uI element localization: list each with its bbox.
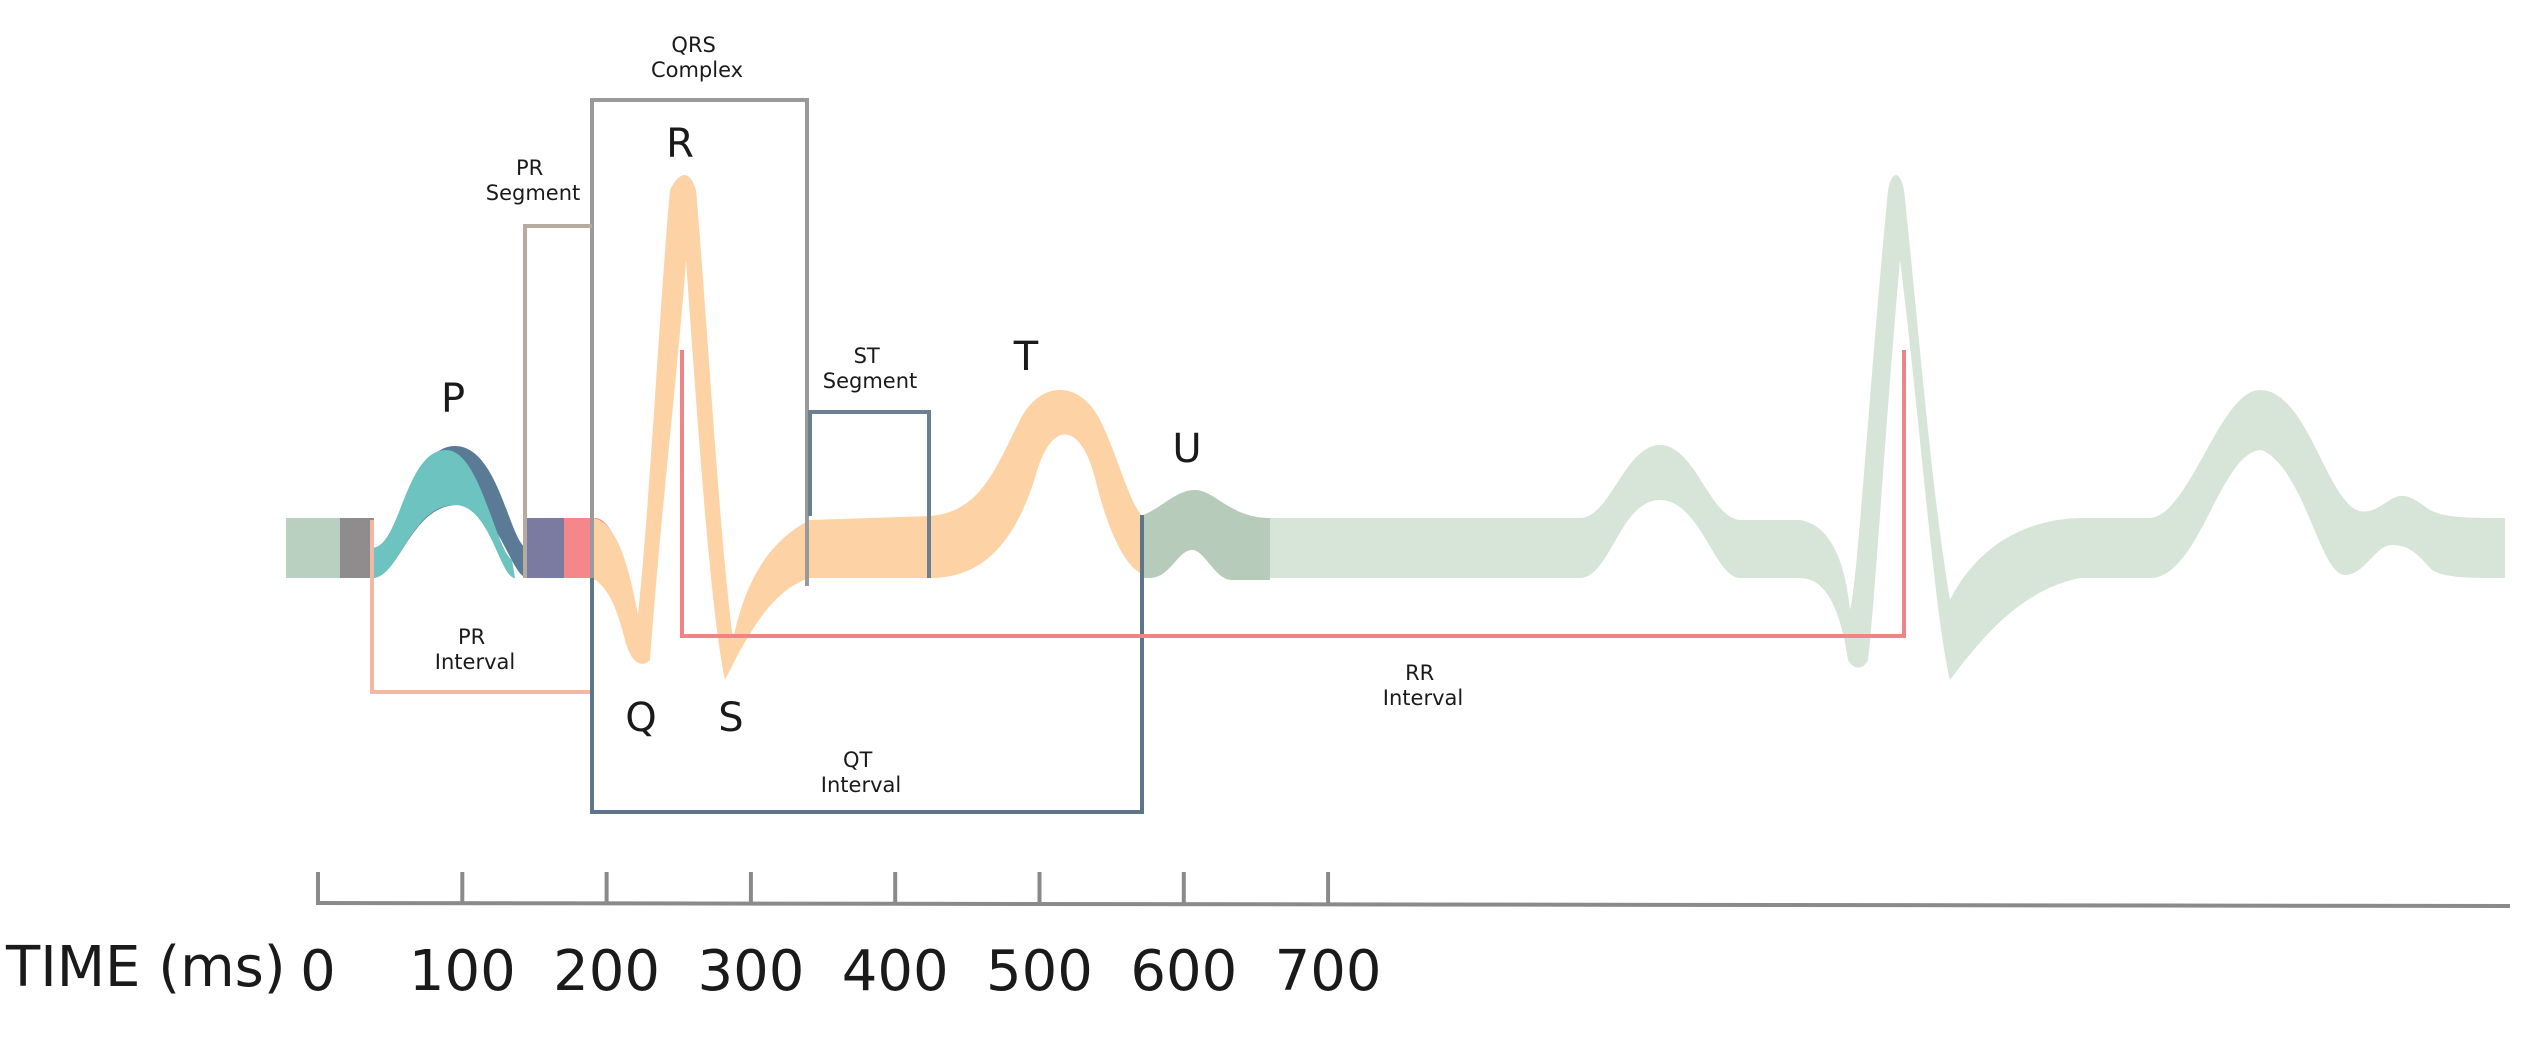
u-wave-label: U: [1172, 426, 1201, 472]
qrs-complex-bracket: [590, 98, 809, 586]
time-tick-label-700: 700: [1275, 939, 1382, 1004]
st-segment-label-line2: Segment: [823, 369, 918, 393]
p-wave: [372, 450, 515, 578]
ecg-next-beat: [1270, 175, 2505, 680]
p-wave-shadow: [372, 446, 528, 578]
time-tick-label-100: 100: [409, 939, 516, 1004]
qt-interval-label: QT Interval: [821, 748, 901, 797]
rr-interval-label-line1: RR: [1405, 661, 1434, 685]
rr-interval-label-line2: Interval: [1383, 686, 1463, 710]
time-tick-label-200: 200: [553, 939, 660, 1004]
qrs-complex-label: QRS Complex: [651, 33, 743, 82]
time-tick-label-400: 400: [842, 939, 949, 1004]
st-segment-bracket: [808, 410, 931, 578]
pr-segment-label-line1: PR: [516, 156, 543, 180]
p-wave-label: P: [441, 376, 465, 422]
baseline-start: [286, 518, 342, 578]
next-beat-band: [1270, 175, 2505, 680]
wave-labels: P R Q S T U: [441, 121, 1202, 741]
time-axis-line: [317, 901, 2511, 908]
time-tick-label-500: 500: [986, 939, 1093, 1004]
qrs-complex-label-line2: Complex: [651, 58, 743, 82]
baseline-gray-block: [340, 518, 374, 578]
annotation-labels: QRS Complex PR Segment ST Segment PR Int…: [435, 33, 1463, 797]
s-wave-label: S: [718, 695, 743, 741]
time-tick-label-0: 0: [300, 939, 336, 1004]
rr-interval-bracket: [680, 350, 1906, 638]
qrs-st-t-band: [592, 175, 1150, 680]
st-segment-label-line1: ST: [854, 344, 880, 368]
qt-interval-label-line2: Interval: [821, 773, 901, 797]
pr-interval-label: PR Interval: [435, 625, 515, 674]
interval-brackets: [370, 98, 1906, 814]
time-tick-label-300: 300: [697, 939, 804, 1004]
ecg-waveform: [286, 175, 1270, 680]
st-segment-label: ST Segment: [823, 344, 918, 393]
time-axis: TIME (ms) 0 100 200 300 400 500 600 700: [5, 872, 2511, 1004]
pr-segment-bracket: [523, 224, 592, 578]
t-wave-label: T: [1013, 334, 1039, 380]
qt-interval-bracket: [590, 515, 1144, 814]
pr-segment-label-line2: Segment: [486, 181, 581, 205]
time-axis-ticks: 0 100 200 300 400 500 600 700: [300, 872, 1382, 1004]
qrs-complex-label-line1: QRS: [671, 33, 715, 57]
time-axis-title: TIME (ms): [5, 935, 286, 1000]
pr-interval-label-line1: PR: [458, 625, 485, 649]
u-wave: [1140, 490, 1270, 580]
time-tick-label-600: 600: [1130, 939, 1237, 1004]
q-wave-label: Q: [625, 695, 656, 741]
r-wave-label: R: [666, 121, 694, 167]
pr-segment-label: PR Segment: [486, 156, 581, 205]
qt-interval-label-line1: QT: [843, 748, 873, 772]
pr-interval-label-line2: Interval: [435, 650, 515, 674]
pr-segment-fill: [526, 518, 566, 578]
rr-interval-label: RR Interval: [1383, 661, 1463, 710]
